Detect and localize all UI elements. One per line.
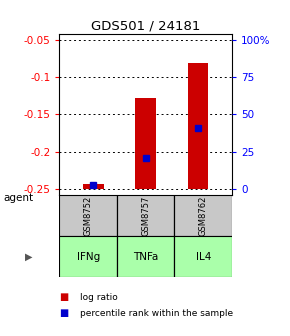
Text: agent: agent xyxy=(3,193,33,203)
Bar xyxy=(175,236,232,277)
Bar xyxy=(83,184,104,189)
Bar xyxy=(175,195,232,236)
Title: GDS501 / 24181: GDS501 / 24181 xyxy=(91,19,200,33)
Text: log ratio: log ratio xyxy=(80,293,117,302)
Text: ▶: ▶ xyxy=(25,252,32,262)
Text: GSM8757: GSM8757 xyxy=(141,195,150,236)
Text: TNFa: TNFa xyxy=(133,252,158,262)
Bar xyxy=(59,236,117,277)
Text: percentile rank within the sample: percentile rank within the sample xyxy=(80,309,233,318)
Bar xyxy=(135,98,156,189)
Text: GSM8752: GSM8752 xyxy=(84,195,93,236)
Text: IL4: IL4 xyxy=(195,252,211,262)
Bar xyxy=(117,236,175,277)
Text: GSM8762: GSM8762 xyxy=(199,195,208,236)
Text: ■: ■ xyxy=(59,308,69,318)
Text: ■: ■ xyxy=(59,292,69,302)
Bar xyxy=(188,64,209,189)
Bar xyxy=(59,195,117,236)
Bar xyxy=(117,195,175,236)
Text: IFNg: IFNg xyxy=(77,252,100,262)
